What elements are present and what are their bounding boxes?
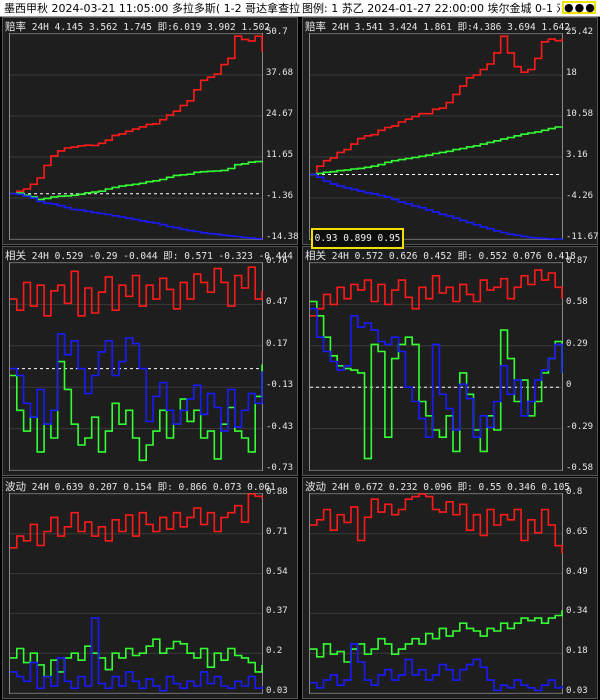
plot-area <box>9 262 263 471</box>
series-line-red <box>10 493 263 549</box>
y-tick-label: -0.29 <box>566 421 594 432</box>
y-tick-label: 10.58 <box>566 109 594 119</box>
series-line-red <box>310 269 563 317</box>
chart-panel-odds-right: 赔率 24H 3.541 3.424 1.861 即:4.386 3.694 1… <box>302 17 599 245</box>
y-tick-label: 0.71 <box>266 526 288 537</box>
y-tick-label: 25.42 <box>566 27 594 37</box>
series-line-green <box>310 300 563 460</box>
panel-stats: 24H 3.541 3.424 1.861 即:4.386 3.694 1.64… <box>331 22 571 33</box>
series-line-red <box>310 35 563 176</box>
y-tick-label: 0 <box>566 380 572 391</box>
y-tick-label: 50.7 <box>266 27 288 37</box>
series-line-red <box>10 35 263 195</box>
chart-panel-vol-left: 波动 24H 0.639 0.207 0.154 即: 0.866 0.073 … <box>2 477 298 699</box>
panel-stats: 24H 0.572 0.626 0.452 即: 0.552 0.076 0.4… <box>331 251 576 262</box>
series-line-blue <box>310 307 563 438</box>
series-line-blue <box>10 617 263 692</box>
series-line-red <box>310 493 563 554</box>
y-tick-label: 0.65 <box>566 526 588 537</box>
series-svg <box>10 33 263 240</box>
panel-header: 赔率 24H 3.541 3.424 1.861 即:4.386 3.694 1… <box>305 19 570 34</box>
panel-label: 波动 <box>5 481 26 493</box>
panel-stats: 24H 4.145 3.562 1.745 即:6.019 3.902 1.50… <box>31 22 271 33</box>
series-line-blue <box>10 192 263 240</box>
panel-header: 波动 24H 0.672 0.232 0.096 即: 0.55 0.346 0… <box>305 479 570 494</box>
panel-header: 赔率 24H 4.145 3.562 1.745 即:6.019 3.902 1… <box>5 19 270 34</box>
panel-label: 波动 <box>305 481 326 493</box>
y-tick-label: 0.47 <box>266 297 288 308</box>
y-tick-label: -0.58 <box>566 463 594 473</box>
series-svg <box>310 33 563 240</box>
match-title-right: 图例: 1 苏乙 2024-01-27 22:00:00 埃尔金城 0-1 邓巴… <box>302 2 560 15</box>
y-tick-label: 18 <box>566 68 577 78</box>
series-line-green <box>310 126 563 176</box>
y-tick-label: 0.17 <box>266 338 288 349</box>
plot-area <box>9 493 263 694</box>
panel-header: 相关 24H 0.572 0.626 0.452 即: 0.552 0.076 … <box>305 248 576 263</box>
panel-label: 赔率 <box>305 21 326 33</box>
y-tick-label: 0.37 <box>266 606 288 617</box>
series-line-blue <box>310 173 563 240</box>
series-line-green <box>10 160 263 201</box>
y-tick-label: 37.68 <box>266 68 294 78</box>
series-line-green <box>310 610 563 663</box>
panel-header: 相关 24H 0.529 -0.29 -0.044 即: 0.571 -0.32… <box>5 248 293 263</box>
panel-stats: 24H 0.529 -0.29 -0.044 即: 0.571 -0.323 -… <box>31 251 293 262</box>
y-tick-label: 0.58 <box>566 297 588 308</box>
y-tick-label: -14.38 <box>266 232 299 242</box>
series-line-green <box>10 360 263 462</box>
series-line-blue <box>310 643 563 692</box>
match-title-left: 墨西甲秋 2024-03-21 11:05:00 多拉多斯( 1-2 哥达拿查拉… <box>4 2 300 15</box>
y-tick-label: 0.29 <box>566 338 588 349</box>
panel-stats: 24H 0.639 0.207 0.154 即: 0.866 0.073 0.0… <box>31 482 276 493</box>
y-tick-label: 11.65 <box>266 150 294 160</box>
y-tick-label: 0.03 <box>566 686 588 696</box>
series-line-red <box>10 266 263 317</box>
title-bar: 墨西甲秋 2024-03-21 11:05:00 多拉多斯( 1-2 哥达拿查拉… <box>0 0 600 17</box>
series-svg <box>310 262 563 471</box>
y-tick-label: 0.76 <box>266 256 288 266</box>
chart-panel-corr-left: 相关 24H 0.529 -0.29 -0.044 即: 0.571 -0.32… <box>2 246 298 476</box>
y-tick-label: -11.67 <box>566 232 599 242</box>
panel-label: 相关 <box>5 250 26 262</box>
y-tick-label: -0.43 <box>266 421 294 432</box>
chart-panel-vol-right: 波动 24H 0.672 0.232 0.096 即: 0.55 0.346 0… <box>302 477 598 699</box>
panel-label: 赔率 <box>5 21 26 33</box>
y-tick-label: 24.67 <box>266 109 294 119</box>
plot-area <box>309 33 563 240</box>
series-svg <box>10 493 263 694</box>
series-svg <box>10 262 263 471</box>
y-tick-label: -0.73 <box>266 463 294 473</box>
y-tick-label: 3.16 <box>566 150 588 160</box>
series-line-green <box>10 638 263 678</box>
series-line-blue <box>10 333 263 432</box>
y-tick-label: 0.54 <box>266 566 288 577</box>
plot-area <box>309 493 563 694</box>
panel-label: 相关 <box>305 250 326 262</box>
panel-stats: 24H 0.672 0.232 0.096 即: 0.55 0.346 0.10… <box>331 482 571 493</box>
chart-panel-corr-right: 相关 24H 0.572 0.626 0.452 即: 0.552 0.076 … <box>302 246 598 476</box>
y-tick-label: 0.03 <box>266 686 288 696</box>
y-tick-label: 0.2 <box>266 646 283 657</box>
more-options-button[interactable]: ●●● <box>562 1 596 14</box>
chart-panel-odds-left: 赔率 24H 4.145 3.562 1.745 即:6.019 3.902 1… <box>2 17 299 245</box>
y-tick-label: 0.18 <box>566 646 588 657</box>
y-tick-label: 0.34 <box>566 606 588 617</box>
plot-area <box>309 262 563 471</box>
series-svg <box>310 493 563 694</box>
y-tick-label: 0.49 <box>566 566 588 577</box>
y-tick-label: 0.87 <box>566 256 588 266</box>
y-tick-label: 0.88 <box>266 487 288 497</box>
panel-header: 波动 24H 0.639 0.207 0.154 即: 0.866 0.073 … <box>5 479 276 494</box>
y-tick-label: -0.13 <box>266 380 294 391</box>
odds-callout: 0.93 0.899 0.95 <box>311 228 404 249</box>
y-tick-label: -1.36 <box>266 191 294 201</box>
plot-area <box>9 33 263 240</box>
y-tick-label: -4.26 <box>566 191 594 201</box>
y-tick-label: 0.8 <box>566 487 583 497</box>
